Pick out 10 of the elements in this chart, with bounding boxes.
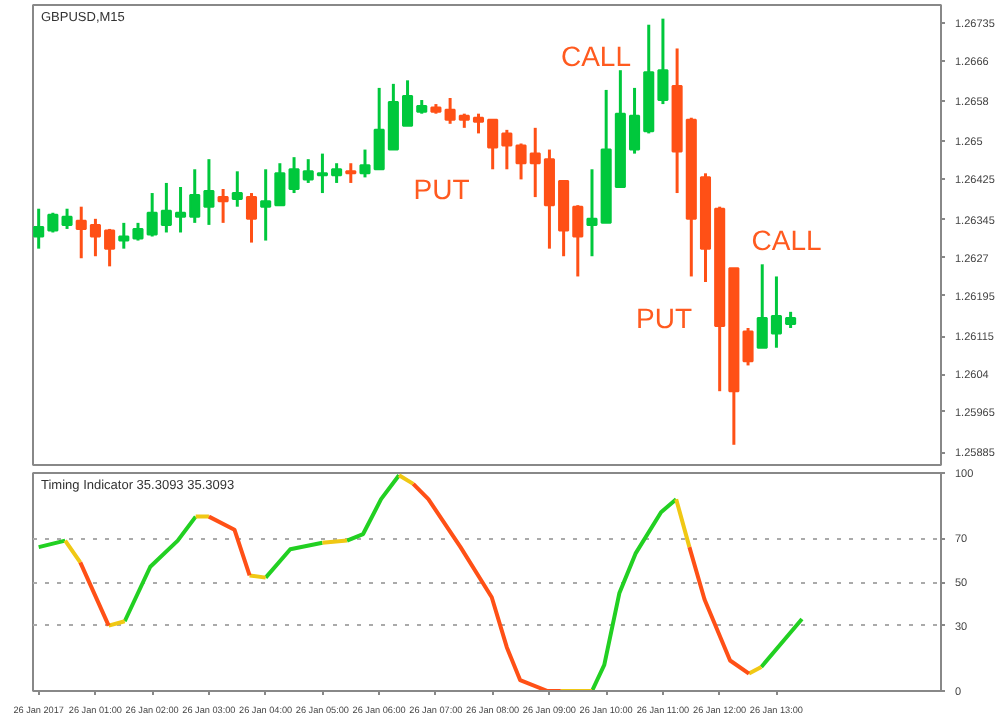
candlestick [217, 187, 229, 225]
annotation: PUT [636, 301, 693, 334]
annotation: CALL [751, 223, 823, 256]
candlestick [245, 191, 258, 245]
annotation: PUT [413, 173, 471, 205]
candlestick [345, 161, 357, 185]
candlestick [231, 169, 243, 209]
candlestick [742, 326, 754, 367]
annotation: CALL [560, 39, 632, 72]
candlestick [61, 207, 73, 231]
